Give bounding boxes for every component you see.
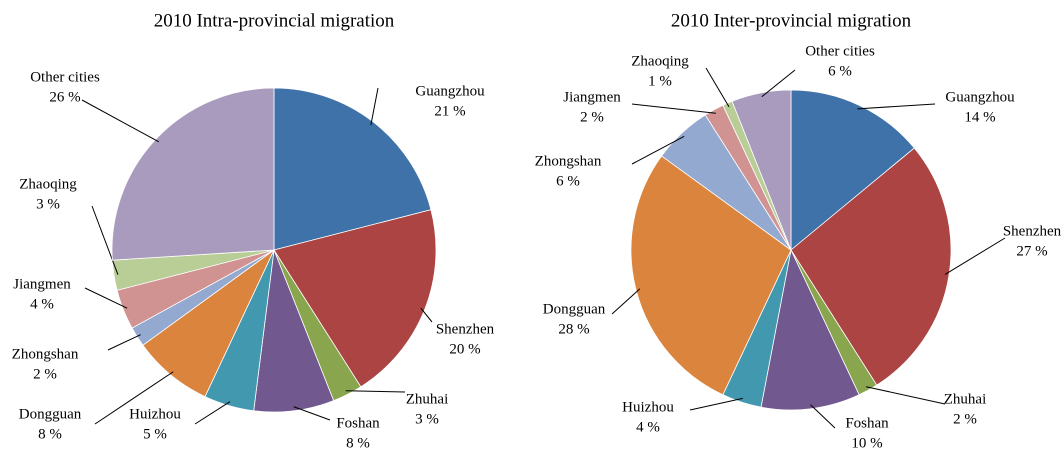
slice-label: Shenzhen [436,321,495,337]
slice-label: Zhongshan [535,153,602,169]
value-label: 28 % [558,321,589,337]
value-label: 21 % [434,103,465,119]
slice-label: Huizhou [129,406,181,422]
pie-slice [630,155,792,396]
leader-line [293,406,331,421]
leader-line [84,287,128,309]
leader-line [761,69,796,98]
leader-line [81,99,160,143]
slice-label: Foshan [336,415,380,431]
value-label: 5 % [143,426,167,442]
value-label: 27 % [1016,243,1047,259]
leader-line [810,404,836,429]
pie-slice [731,89,792,251]
value-label: 14 % [964,109,995,125]
leader-line [107,334,141,351]
value-label: 2 % [33,366,57,382]
value-label: 8 % [38,426,62,442]
slice-label: Foshan [845,415,889,431]
pie-slice [760,248,860,411]
slice-label: Huizhou [622,399,674,415]
leader-line [944,237,1006,275]
value-label: 6 % [828,63,852,79]
slice-label: Zhuhai [406,391,449,407]
slice-label: Zhuhai [944,391,987,407]
slice-label: Guangzhou [945,89,1015,105]
pie-slice [273,209,437,388]
chart-title: 2010 Intra-provincial migration [154,10,395,31]
pie-slice [790,89,915,251]
leader-line [94,371,174,425]
slice-label: Jiangmen [563,89,621,105]
value-label: 3 % [36,196,60,212]
leader-line [345,390,406,393]
leader-line [705,67,730,108]
leader-line [611,288,641,315]
slice-label: Zhaoqing [19,176,77,192]
value-label: 2 % [580,109,604,125]
leader-line [420,307,433,323]
leader-line [194,401,231,425]
pie-slice [111,87,275,261]
slice-label: Jiangmen [13,276,71,292]
pie-slice [273,87,432,251]
value-label: 8 % [346,435,370,451]
slice-label: Dongguan [19,406,82,422]
chart-title: 2010 Inter-provincial migration [671,10,912,31]
slice-label: Other cities [30,69,100,85]
leader-line [857,103,936,110]
leader-line [91,205,119,275]
value-label: 20 % [449,341,480,357]
value-label: 10 % [851,435,882,451]
slice-label: Zhongshan [12,346,79,362]
value-label: 3 % [415,411,439,427]
slice-label: Zhaoqing [631,53,689,69]
pie-slice [790,147,952,386]
slice-label: Guangzhou [415,83,485,99]
leader-line [866,386,946,405]
value-label: 4 % [30,296,54,312]
slice-label: Other cities [805,43,875,59]
leader-line [370,87,379,126]
value-label: 6 % [556,173,580,189]
slice-label: Dongguan [543,301,606,317]
leader-line [631,103,716,114]
slice-label: Shenzhen [1003,223,1062,239]
value-label: 2 % [953,411,977,427]
value-label: 26 % [49,89,80,105]
value-label: 1 % [648,73,672,89]
leader-line [689,397,743,411]
value-label: 4 % [636,419,660,435]
leader-line [631,135,685,165]
